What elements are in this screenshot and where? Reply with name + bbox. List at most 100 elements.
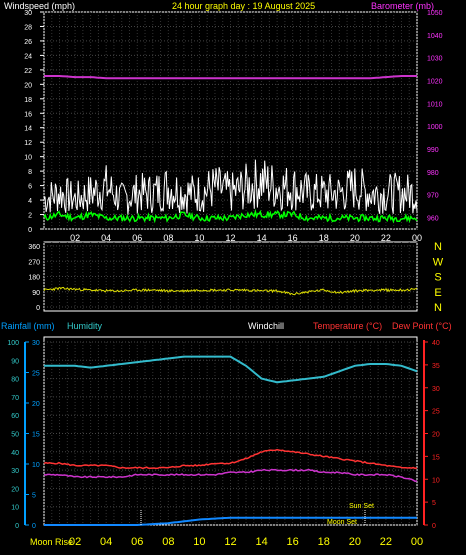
rain-y-tick-label: 20 [11,486,19,493]
dewpoint-line [43,468,418,483]
temp-y-tick-label: 5 [432,500,436,507]
barometer-y-tick-label: 1040 [427,33,443,40]
wind-y-tick-label: 14 [24,126,32,133]
barometer-y-tick-label: 970 [427,193,439,200]
direction-line [43,286,418,296]
humidity-label: Humidity [67,321,103,331]
compass-label: N [434,302,442,314]
wind-y-tick-label: 4 [28,198,32,205]
barometer-y-tick-label: 1050 [427,10,443,17]
humidity-line [44,355,418,384]
direction-y-tick-label: 90 [32,290,40,297]
wind-x-tick-label: 06 [132,233,142,243]
humidity-y-tick-label: 30 [32,340,40,347]
temperature-line [43,448,418,470]
windchill-label: Windchill [248,321,284,331]
wind-x-tick-label: 12 [225,233,235,243]
barometer-y-tick-label: 1010 [427,101,443,108]
direction-grid [43,242,418,311]
rain-y-axis: 0 10 20 30 40 50 60 70 80 90 100 [7,340,19,530]
rain-y-tick-label: 40 [11,450,19,457]
gust-line [43,159,418,215]
temp-y-tick-label: 25 [432,409,440,416]
temp-x-tick-label: 06 [131,536,143,548]
rain-y-tick-label: 30 [11,468,19,475]
wind-x-tick-label: 08 [163,233,173,243]
wind-y-tick-label: 16 [24,111,32,118]
temp-y-tick-label: 20 [432,432,440,439]
direction-y-tick-label: 360 [28,244,40,251]
wind-y-tick-label: 18 [24,97,32,104]
wind-y-tick-label: 30 [24,10,32,17]
wind-y-tick-label: 26 [24,39,32,46]
dewpoint-label: Dew Point (°C) [392,321,452,331]
wind-y-tick-label: 20 [24,82,32,89]
temp-x-tick-label: 18 [318,536,330,548]
temp-x-tick-label: 10 [193,536,205,548]
temp-y-tick-label: 35 [432,363,440,370]
wind-x-tick-label: 04 [101,233,111,243]
rain-y-tick-label: 60 [11,413,19,420]
wind-x-tick-label: 16 [288,233,298,243]
windspeed-line [43,208,418,224]
wind-x-tick-label: 20 [350,233,360,243]
wind-x-tick-label: 14 [257,233,267,243]
temp-y-tick-label: 30 [432,386,440,393]
compass-label: N [434,241,442,253]
barometer-y-axis: 960 970 980 990 1000 1010 1020 1030 1040 1050 [427,10,443,223]
humidity-y-axis: 0 5 10 15 20 25 30 [25,340,40,530]
barometer-y-tick-label: 980 [427,170,439,177]
rain-y-tick-label: 100 [7,340,19,347]
direction-y-axis: 0 90 180 270 360 [28,244,40,312]
direction-y-tick-label: 270 [28,259,40,266]
direction-y-tick-label: 180 [28,275,40,282]
windspeed-label: Windspeed (mph) [4,1,75,11]
wind-y-tick-label: 10 [24,155,32,162]
wind-y-tick-label: 2 [28,213,32,220]
rain-y-tick-label: 10 [11,505,19,512]
humidity-y-tick-label: 0 [32,523,36,530]
temp-grid [43,341,418,526]
humidity-y-tick-label: 15 [32,432,40,439]
temp-series [43,355,418,526]
wind-grid [43,11,418,230]
direction-y-tick-label: 0 [36,305,40,312]
wind-x-tick-label: 00 [412,233,422,243]
humidity-y-tick-label: 10 [32,462,40,469]
graph-title: 24 hour graph day : 19 August 2025 [172,1,315,11]
temp-x-tick-label: 04 [100,536,112,548]
temp-y-tick-label: 15 [432,454,440,461]
rain-y-tick-label: 70 [11,395,19,402]
temp-x-tick-label: 14 [255,536,267,548]
temp-x-tick-label: 00 [411,536,423,548]
barometer-y-tick-label: 1030 [427,56,443,63]
rain-y-tick-label: 50 [11,432,19,439]
rain-y-tick-label: 80 [11,377,19,384]
wind-y-tick-label: 28 [24,24,32,31]
temperature-y-axis: 0 5 10 15 20 25 30 35 40 [424,340,440,530]
moon-set-label: Moon Set [327,519,357,526]
barometer-y-tick-label: 1020 [427,79,443,86]
barometer-y-tick-label: 1000 [427,124,443,131]
temp-x-tick-label: 20 [349,536,361,548]
humidity-y-tick-label: 20 [32,401,40,408]
wind-x-tick-label: 02 [70,233,80,243]
sun-set-label: Sun Set [349,503,374,510]
wind-y-tick-label: 12 [24,140,32,147]
barometer-label: Barometer (mb) [371,1,434,11]
humidity-y-tick-label: 25 [32,371,40,378]
direction-series [43,286,418,296]
wind-y-tick-label: 6 [28,184,32,191]
temp-y-tick-label: 40 [432,340,440,347]
temperature-label: Temperature (°C) [313,321,382,331]
rain-line [44,516,417,526]
humidity-y-tick-label: 5 [32,493,36,500]
temp-y-tick-label: 0 [432,523,436,530]
wind-x-tick-label: 22 [381,233,391,243]
wind-y-tick-label: 8 [28,169,32,176]
compass-label: S [434,272,441,284]
moon-rise-label: Moon Rise [30,537,73,547]
compass-label: E [434,287,441,299]
barometer-y-tick-label: 960 [427,216,439,223]
